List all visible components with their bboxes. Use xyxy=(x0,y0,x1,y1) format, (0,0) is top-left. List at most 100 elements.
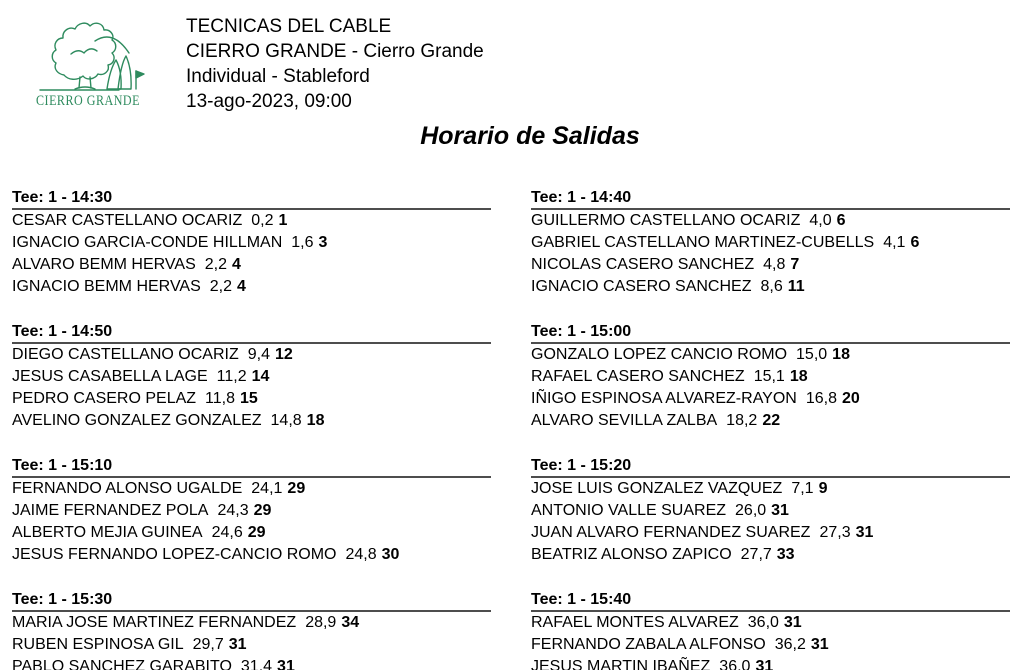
tee-time-header: Tee: 1 - 15:40 xyxy=(531,590,1010,612)
player-playing-handicap: 31 xyxy=(855,524,874,541)
player-playing-handicap: 31 xyxy=(783,614,802,631)
player-playing-handicap: 18 xyxy=(789,368,808,385)
player-name: IGNACIO GARCIA-CONDE HILLMAN xyxy=(12,234,283,251)
player-row: JUAN ALVARO FERNANDEZ SUAREZ 27,3 31 xyxy=(531,522,1010,544)
page-title: Horario de Salidas xyxy=(420,122,640,150)
player-exact-handicap: 4,0 xyxy=(809,212,832,229)
player-name: ANTONIO VALLE SUAREZ xyxy=(531,502,727,519)
player-playing-handicap: 29 xyxy=(247,524,266,541)
player-exact-handicap: 8,6 xyxy=(760,278,783,295)
player-playing-handicap: 7 xyxy=(790,256,800,273)
player-name: PEDRO CASERO PELAZ xyxy=(12,390,197,407)
player-playing-handicap: 12 xyxy=(274,346,293,363)
player-row: IGNACIO CASERO SANCHEZ 8,6 11 xyxy=(531,276,1010,298)
tee-time-header: Tee: 1 - 15:20 xyxy=(531,456,1010,478)
player-row: BEATRIZ ALONSO ZAPICO 27,7 33 xyxy=(531,544,1010,566)
player-exact-handicap: 24,6 xyxy=(211,524,243,541)
player-row: IGNACIO BEMM HERVAS 2,2 4 xyxy=(12,276,491,298)
player-name: IGNACIO CASERO SANCHEZ xyxy=(531,278,752,295)
player-exact-handicap: 9,4 xyxy=(247,346,270,363)
player-row: ALBERTO MEJIA GUINEA 24,6 29 xyxy=(12,522,491,544)
event-datetime: 13-ago-2023, 09:00 xyxy=(186,91,352,112)
player-exact-handicap: 18,2 xyxy=(726,412,758,429)
player-name: IÑIGO ESPINOSA ALVAREZ-RAYON xyxy=(531,390,797,407)
player-row: JAIME FERNANDEZ POLA 24,3 29 xyxy=(12,500,491,522)
tee-groups-grid: Tee: 1 - 14:30 CESAR CASTELLANO OCARIZ 0,… xyxy=(0,188,1024,670)
player-row: JESUS CASABELLA LAGE 11,2 14 xyxy=(12,366,491,388)
player-exact-handicap: 16,8 xyxy=(805,390,837,407)
player-name: CESAR CASTELLANO OCARIZ xyxy=(12,212,243,229)
player-row: GUILLERMO CASTELLANO OCARIZ 4,0 6 xyxy=(531,210,1010,232)
player-exact-handicap: 24,1 xyxy=(251,480,283,497)
player-row: FERNANDO ZABALA ALFONSO 36,2 31 xyxy=(531,634,1010,656)
player-playing-handicap: 29 xyxy=(253,502,272,519)
player-playing-handicap: 6 xyxy=(910,234,920,251)
player-name: GONZALO LOPEZ CANCIO ROMO xyxy=(531,346,788,363)
player-exact-handicap: 7,1 xyxy=(791,480,814,497)
player-name: RAFAEL MONTES ALVAREZ xyxy=(531,614,739,631)
player-playing-handicap: 6 xyxy=(836,212,846,229)
player-playing-handicap: 3 xyxy=(318,234,328,251)
player-exact-handicap: 4,1 xyxy=(883,234,906,251)
tee-time-header: Tee: 1 - 15:00 xyxy=(531,322,1010,344)
player-exact-handicap: 2,2 xyxy=(209,278,233,295)
player-name: JESUS FERNANDO LOPEZ-CANCIO ROMO xyxy=(12,546,337,563)
player-name: JESUS MARTIN IBAÑEZ xyxy=(531,658,711,670)
player-exact-handicap: 11,8 xyxy=(205,390,235,407)
player-row: JESUS FERNANDO LOPEZ-CANCIO ROMO 24,8 30 xyxy=(12,544,491,566)
document-header: CIERRO GRANDE TECNICAS DEL CABLE CIERRO … xyxy=(0,0,1024,114)
player-playing-handicap: 9 xyxy=(818,480,828,497)
player-exact-handicap: 15,0 xyxy=(796,346,828,363)
tee-time-header: Tee: 1 - 14:40 xyxy=(531,188,1010,210)
player-exact-handicap: 36,0 xyxy=(747,614,779,631)
player-playing-handicap: 14 xyxy=(251,368,270,385)
player-row: FERNANDO ALONSO UGALDE 24,1 29 xyxy=(12,478,491,500)
player-playing-handicap: 18 xyxy=(306,412,325,429)
company-name: TECNICAS DEL CABLE xyxy=(186,16,392,37)
player-name: ALBERTO MEJIA GUINEA xyxy=(12,524,203,541)
player-playing-handicap: 29 xyxy=(287,480,306,497)
player-playing-handicap: 22 xyxy=(762,412,781,429)
player-playing-handicap: 18 xyxy=(832,346,850,363)
player-row: ALVARO BEMM HERVAS 2,2 4 xyxy=(12,254,491,276)
tee-time-header: Tee: 1 - 14:50 xyxy=(12,322,491,344)
player-playing-handicap: 31 xyxy=(228,636,247,653)
player-row: IÑIGO ESPINOSA ALVAREZ-RAYON 16,8 20 xyxy=(531,388,1010,410)
player-exact-handicap: 27,3 xyxy=(819,524,851,541)
player-name: RUBEN ESPINOSA GIL xyxy=(12,636,184,653)
tee-group-1520: Tee: 1 - 15:20 JOSE LUIS GONZALEZ VAZQUE… xyxy=(531,456,1010,566)
player-exact-handicap: 36,0 xyxy=(719,658,751,670)
player-name: JESUS CASABELLA LAGE xyxy=(12,368,208,385)
player-row: RUBEN ESPINOSA GIL 29,7 31 xyxy=(12,634,491,656)
player-name: AVELINO GONZALEZ GONZALEZ xyxy=(12,412,262,429)
player-name: ALVARO BEMM HERVAS xyxy=(12,256,196,273)
player-row: PEDRO CASERO PELAZ 11,8 15 xyxy=(12,388,491,410)
player-row: ANTONIO VALLE SUAREZ 26,0 31 xyxy=(531,500,1010,522)
tee-group-1530: Tee: 1 - 15:30 MARIA JOSE MARTINEZ FERNA… xyxy=(12,590,491,670)
player-row: IGNACIO GARCIA-CONDE HILLMAN 1,6 3 xyxy=(12,232,491,254)
player-exact-handicap: 4,8 xyxy=(763,256,786,273)
player-playing-handicap: 31 xyxy=(755,658,774,670)
player-row: PABLO SANCHEZ GARABITO 31,4 31 xyxy=(12,656,491,670)
player-exact-handicap: 1,6 xyxy=(291,234,314,251)
player-row: GONZALO LOPEZ CANCIO ROMO 15,0 18 xyxy=(531,344,1010,366)
tee-time-header: Tee: 1 - 15:10 xyxy=(12,456,491,478)
event-info: TECNICAS DEL CABLE CIERRO GRANDE - Cierr… xyxy=(186,13,484,114)
player-playing-handicap: 20 xyxy=(841,390,860,407)
tee-group-1540: Tee: 1 - 15:40 RAFAEL MONTES ALVAREZ 36,0… xyxy=(531,590,1010,670)
player-row: JESUS MARTIN IBAÑEZ 36,0 31 xyxy=(531,656,1010,670)
club-logo: CIERRO GRANDE xyxy=(33,13,145,112)
player-exact-handicap: 11,2 xyxy=(216,368,247,385)
player-exact-handicap: 28,9 xyxy=(305,614,337,631)
player-exact-handicap: 15,1 xyxy=(753,368,785,385)
player-name: PABLO SANCHEZ GARABITO xyxy=(12,658,232,670)
player-row: JOSE LUIS GONZALEZ VAZQUEZ 7,1 9 xyxy=(531,478,1010,500)
player-playing-handicap: 34 xyxy=(341,614,360,631)
player-row: AVELINO GONZALEZ GONZALEZ 14,8 18 xyxy=(12,410,491,432)
player-playing-handicap: 1 xyxy=(278,212,288,229)
player-name: ALVARO SEVILLA ZALBA xyxy=(531,412,718,429)
player-playing-handicap: 4 xyxy=(232,256,241,273)
player-row: GABRIEL CASTELLANO MARTINEZ-CUBELLS 4,1 6 xyxy=(531,232,1010,254)
tee-group-1430: Tee: 1 - 14:30 CESAR CASTELLANO OCARIZ 0,… xyxy=(12,188,491,298)
tee-group-1510: Tee: 1 - 15:10 FERNANDO ALONSO UGALDE 24,… xyxy=(12,456,491,566)
